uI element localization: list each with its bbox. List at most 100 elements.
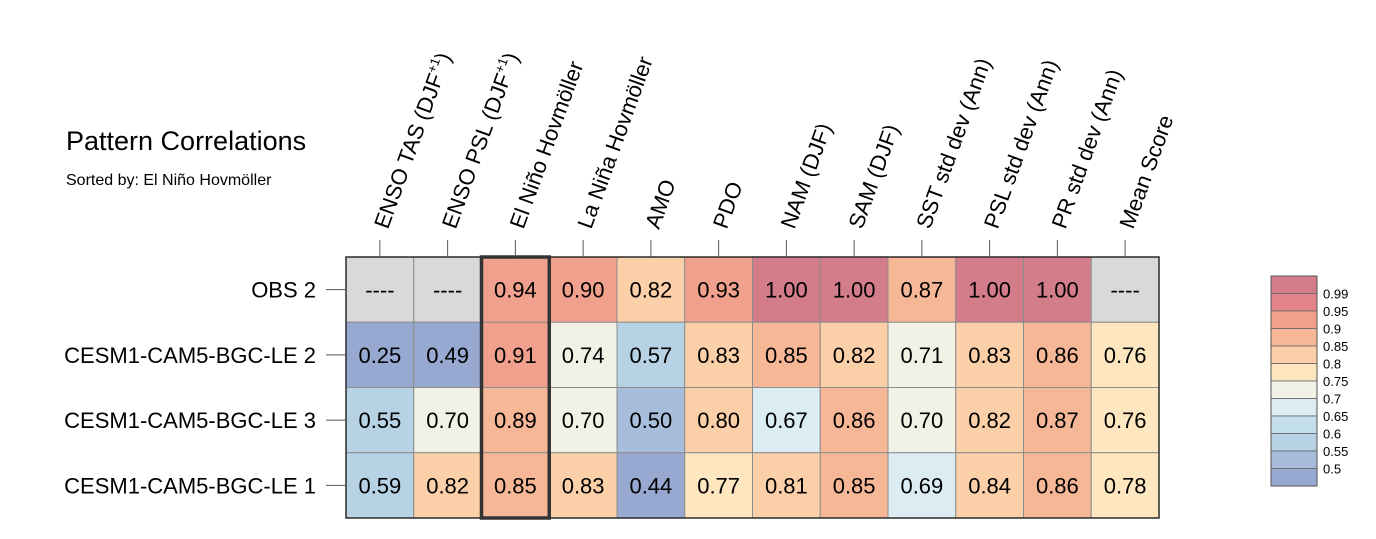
heatmap-cell bbox=[481, 387, 550, 454]
cell-value-label: 0.74 bbox=[562, 343, 605, 368]
heatmap-cell bbox=[684, 321, 753, 388]
colorbar-bin bbox=[1270, 328, 1318, 347]
cell-value-label: 0.85 bbox=[765, 343, 808, 368]
cell-value-label: 0.81 bbox=[765, 473, 808, 498]
cell-value-label: 0.86 bbox=[833, 408, 876, 433]
cell-value-label: 0.86 bbox=[1036, 473, 1079, 498]
column-label-superscript: +1 bbox=[492, 56, 511, 75]
cell-value-label: 0.87 bbox=[900, 278, 943, 303]
colorbar-tick-label: 0.8 bbox=[1323, 357, 1341, 372]
cell-value-label: 1.00 bbox=[833, 278, 876, 303]
colorbar-tick-label: 0.9 bbox=[1323, 322, 1341, 337]
colorbar-bin bbox=[1270, 310, 1318, 329]
cell-value-label: 0.82 bbox=[968, 408, 1011, 433]
heatmap-cell bbox=[345, 256, 415, 323]
heatmap-cell bbox=[1090, 452, 1160, 519]
column-label-text: AMO bbox=[640, 176, 681, 232]
cell-value-label: 0.44 bbox=[629, 473, 672, 498]
colorbar-tick-label: 0.85 bbox=[1323, 339, 1348, 354]
heatmap-cell bbox=[616, 321, 686, 388]
cell-value-label: 0.91 bbox=[494, 343, 537, 368]
cell-value-label: 0.83 bbox=[562, 473, 605, 498]
missing-value-label: ---- bbox=[433, 278, 462, 303]
cell-value-label: 0.76 bbox=[1104, 343, 1147, 368]
heatmap-cell bbox=[1023, 387, 1092, 454]
heatmap-cell bbox=[819, 321, 889, 388]
heatmap-cell bbox=[345, 452, 415, 519]
heatmap-cell bbox=[752, 321, 821, 388]
cell-value-label: 0.59 bbox=[358, 473, 401, 498]
colorbar-bin bbox=[1270, 275, 1318, 294]
grid-frame bbox=[345, 256, 1160, 519]
colorbar-tick-label: 0.65 bbox=[1323, 409, 1348, 424]
cell-value-label: 0.76 bbox=[1104, 408, 1147, 433]
heatmap-cell bbox=[819, 387, 889, 454]
colorbar-bin bbox=[1270, 468, 1318, 487]
chart-title: Pattern Correlations bbox=[66, 126, 307, 156]
heatmap-cell bbox=[616, 387, 686, 454]
heatmap-cell bbox=[955, 452, 1024, 519]
cell-value-label: 0.82 bbox=[426, 473, 469, 498]
cell-value-label: 0.80 bbox=[697, 408, 740, 433]
cell-value-label: 0.84 bbox=[968, 473, 1011, 498]
column-label: NAM (DJF) bbox=[776, 120, 837, 232]
heatmap-cell bbox=[1023, 256, 1092, 323]
cell-value-label: 0.90 bbox=[562, 278, 605, 303]
colorbar-tick-label: 0.6 bbox=[1323, 427, 1341, 442]
heatmap-cell bbox=[752, 256, 821, 323]
cell-value-label: 0.87 bbox=[1036, 408, 1079, 433]
missing-value-label: ---- bbox=[1110, 278, 1139, 303]
heatmap-cell bbox=[413, 387, 482, 454]
colorbar-bin bbox=[1270, 450, 1318, 469]
colorbar-bin bbox=[1270, 398, 1318, 417]
cell-value-label: 0.55 bbox=[358, 408, 401, 433]
cell-value-label: 0.57 bbox=[629, 343, 672, 368]
column-label-text: PSL std dev (Ann) bbox=[979, 56, 1063, 232]
cell-value-label: 0.89 bbox=[494, 408, 537, 433]
cell-value-label: 0.77 bbox=[697, 473, 740, 498]
colorbar-tick-label: 0.7 bbox=[1323, 392, 1341, 407]
heatmap-cell bbox=[1090, 321, 1160, 388]
row-label: CESM1-CAM5-BGC-LE 1 bbox=[64, 473, 316, 498]
heatmap-cell bbox=[887, 387, 957, 454]
colorbar-bin bbox=[1270, 293, 1318, 312]
column-label: PSL std dev (Ann) bbox=[979, 56, 1063, 232]
column-label-text: Mean Score bbox=[1114, 112, 1178, 232]
cell-value-label: 0.70 bbox=[562, 408, 605, 433]
colorbar-bin bbox=[1270, 345, 1318, 364]
column-label: SAM (DJF) bbox=[843, 121, 904, 232]
cell-value-label: 0.85 bbox=[494, 473, 537, 498]
cell-value-label: 0.82 bbox=[833, 343, 876, 368]
column-label: PDO bbox=[708, 178, 748, 231]
colorbar-tick-label: 0.5 bbox=[1323, 462, 1341, 477]
heatmap-cell bbox=[955, 387, 1024, 454]
heatmap-cell bbox=[548, 321, 618, 388]
column-label-text: ENSO TAS (DJF bbox=[369, 70, 448, 232]
cell-value-label: 0.78 bbox=[1104, 473, 1147, 498]
column-label-text: SST std dev (Ann) bbox=[911, 55, 996, 232]
colorbar-tick-label: 0.99 bbox=[1323, 287, 1348, 302]
cell-value-label: 0.86 bbox=[1036, 343, 1079, 368]
colorbar-bin bbox=[1270, 363, 1318, 382]
cell-value-label: 0.93 bbox=[697, 278, 740, 303]
column-label: La Niña Hovmöller bbox=[572, 53, 657, 232]
colorbar-bin bbox=[1270, 433, 1318, 452]
column-label-text: El Niño Hovmöller bbox=[505, 58, 589, 232]
column-label-text: SAM (DJF) bbox=[843, 121, 904, 232]
colorbar-frame bbox=[1270, 275, 1318, 487]
cell-value-label: 0.94 bbox=[494, 278, 537, 303]
column-label-superscript: +1 bbox=[424, 56, 443, 75]
column-label: AMO bbox=[640, 176, 681, 232]
column-label: PR std dev (Ann) bbox=[1047, 66, 1128, 232]
cell-value-label: 0.67 bbox=[765, 408, 808, 433]
column-label-text: PDO bbox=[708, 178, 748, 231]
row-label: CESM1-CAM5-BGC-LE 2 bbox=[64, 343, 316, 368]
cell-value-label: 0.49 bbox=[426, 343, 469, 368]
heatmap-cell bbox=[1023, 321, 1092, 388]
column-label-text: ENSO PSL (DJF bbox=[437, 70, 516, 232]
cell-value-label: 0.71 bbox=[900, 343, 943, 368]
chart-subtitle: Sorted by: El Niño Hovmöller bbox=[66, 172, 272, 189]
row-label: CESM1-CAM5-BGC-LE 3 bbox=[64, 408, 316, 433]
heatmap-cell bbox=[1023, 452, 1092, 519]
